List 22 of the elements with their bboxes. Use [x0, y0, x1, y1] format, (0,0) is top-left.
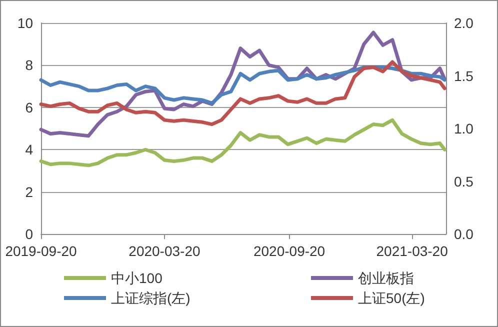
y-tick-label: 6 [25, 99, 34, 116]
y-tick-label: 0 [25, 226, 34, 242]
x-tick-label: 2020-09-20 [253, 243, 326, 259]
y-tick-label: 4 [25, 142, 34, 158]
legend-label: 创业板指 [358, 270, 414, 286]
line-series [39, 118, 446, 168]
y-tick-label: 8 [25, 57, 34, 74]
x-tick-label: 2021-03-20 [376, 243, 448, 259]
y-tick-label: 10 [17, 15, 34, 31]
legend-label: 上证50(左) [358, 290, 425, 306]
y2-tick-label: 0.0 [454, 226, 474, 242]
y2-tick-label: 1.5 [454, 68, 474, 84]
y2-tick-label: 2.0 [454, 15, 474, 31]
y2-tick-label: 1.0 [454, 120, 474, 136]
y2-tick-label: 0.5 [454, 173, 474, 190]
x-tick-label: 2020-03-20 [128, 243, 200, 259]
line-series [39, 66, 446, 105]
legend-label: 上证综指(左) [111, 290, 190, 306]
y-tick-label: 2 [25, 184, 34, 200]
legend-label: 中小100 [111, 270, 163, 286]
line-series [39, 60, 446, 126]
x-tick-label: 2019-09-20 [5, 243, 78, 259]
